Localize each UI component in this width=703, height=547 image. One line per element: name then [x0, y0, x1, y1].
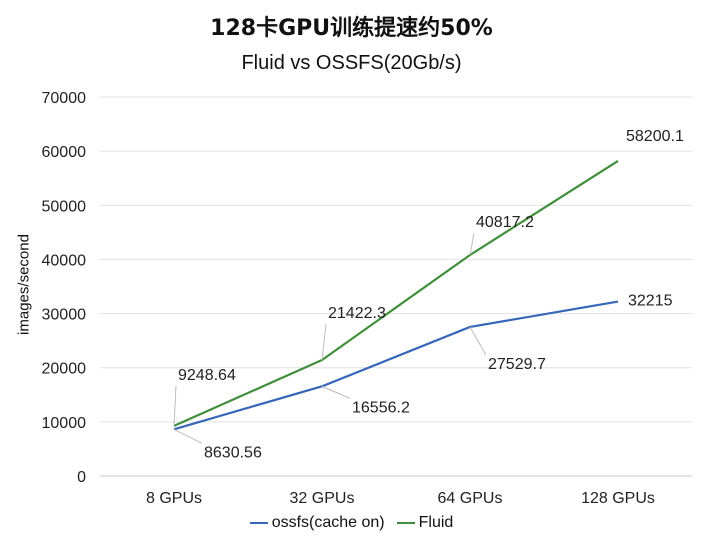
legend-item-fluid: Fluid	[396, 514, 454, 532]
x-tick-label: 8 GPUs	[146, 490, 202, 507]
legend: ossfs(cache on) Fluid	[0, 514, 703, 532]
y-tick-label: 10000	[42, 415, 87, 432]
legend-label-ossfs: ossfs(cache on)	[271, 514, 385, 531]
y-tick-label: 60000	[42, 144, 87, 161]
y-tick-label: 40000	[42, 252, 87, 269]
series-line-ossfs	[173, 300, 619, 431]
legend-item-ossfs: ossfs(cache on)	[249, 514, 385, 532]
data-label: 58200.1	[626, 128, 684, 145]
legend-swatch-ossfs	[249, 522, 268, 524]
legend-label-fluid: Fluid	[418, 514, 454, 531]
y-tick-label: 20000	[42, 361, 87, 378]
data-label: 40817.2	[476, 214, 534, 231]
series-line-fluid	[173, 159, 619, 427]
x-tick-label: 32 GPUs	[290, 490, 355, 507]
data-label-leader	[469, 326, 487, 356]
data-label-leader	[321, 323, 327, 361]
data-label: 27529.7	[488, 356, 546, 373]
x-tick-label: 64 GPUs	[438, 490, 503, 507]
data-label-leader	[173, 385, 177, 426]
x-tick-label: 128 GPUs	[581, 490, 655, 507]
chart-subtitle: Fluid vs OSSFS(20Gb/s)	[241, 52, 462, 74]
data-label: 21422.3	[328, 305, 386, 322]
y-tick-label: 70000	[42, 90, 87, 107]
y-tick-label: 0	[77, 469, 86, 486]
data-label-leader	[173, 428, 203, 444]
data-label: 9248.64	[178, 367, 236, 384]
data-label: 8630.56	[204, 444, 262, 461]
legend-swatch-fluid	[396, 522, 415, 524]
data-label: 16556.2	[352, 399, 410, 416]
y-tick-label: 50000	[42, 198, 87, 215]
data-label: 32215	[628, 293, 673, 310]
chart-title: 128卡GPU训练提速约50%	[210, 16, 493, 41]
data-label-leader	[321, 385, 351, 399]
y-tick-label: 30000	[42, 307, 87, 324]
data-label-leader	[469, 232, 475, 256]
